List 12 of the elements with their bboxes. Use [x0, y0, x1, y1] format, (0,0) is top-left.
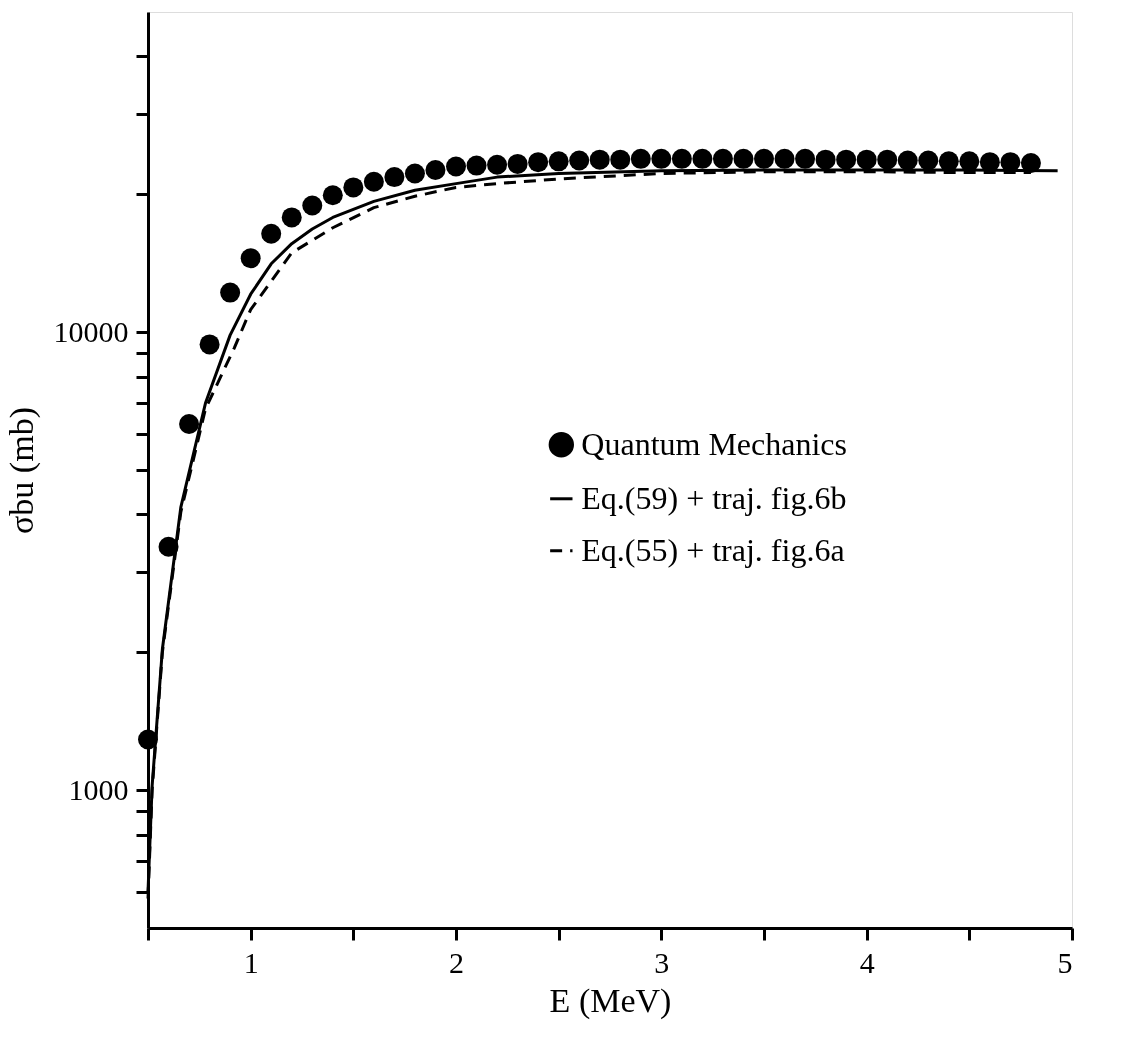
- x-tick-label: 5: [1057, 945, 1073, 979]
- y-tick-label: 1000: [68, 772, 129, 806]
- y-tick-label: 10000: [53, 314, 129, 348]
- x-tick-label: 2: [449, 945, 464, 979]
- x-axis-title: E (MeV): [549, 981, 672, 1020]
- x-tick-label: 4: [859, 945, 875, 979]
- legend-label: Quantum Mechanics: [581, 425, 848, 462]
- legend-label: Eq.(55) + traj. fig.6a: [581, 531, 845, 568]
- y-axis-title: σbu (mb): [2, 407, 41, 534]
- legend-label: Eq.(59) + traj. fig.6b: [581, 479, 847, 516]
- x-tick-label: 3: [654, 945, 670, 979]
- x-tick-label: 1: [243, 945, 259, 979]
